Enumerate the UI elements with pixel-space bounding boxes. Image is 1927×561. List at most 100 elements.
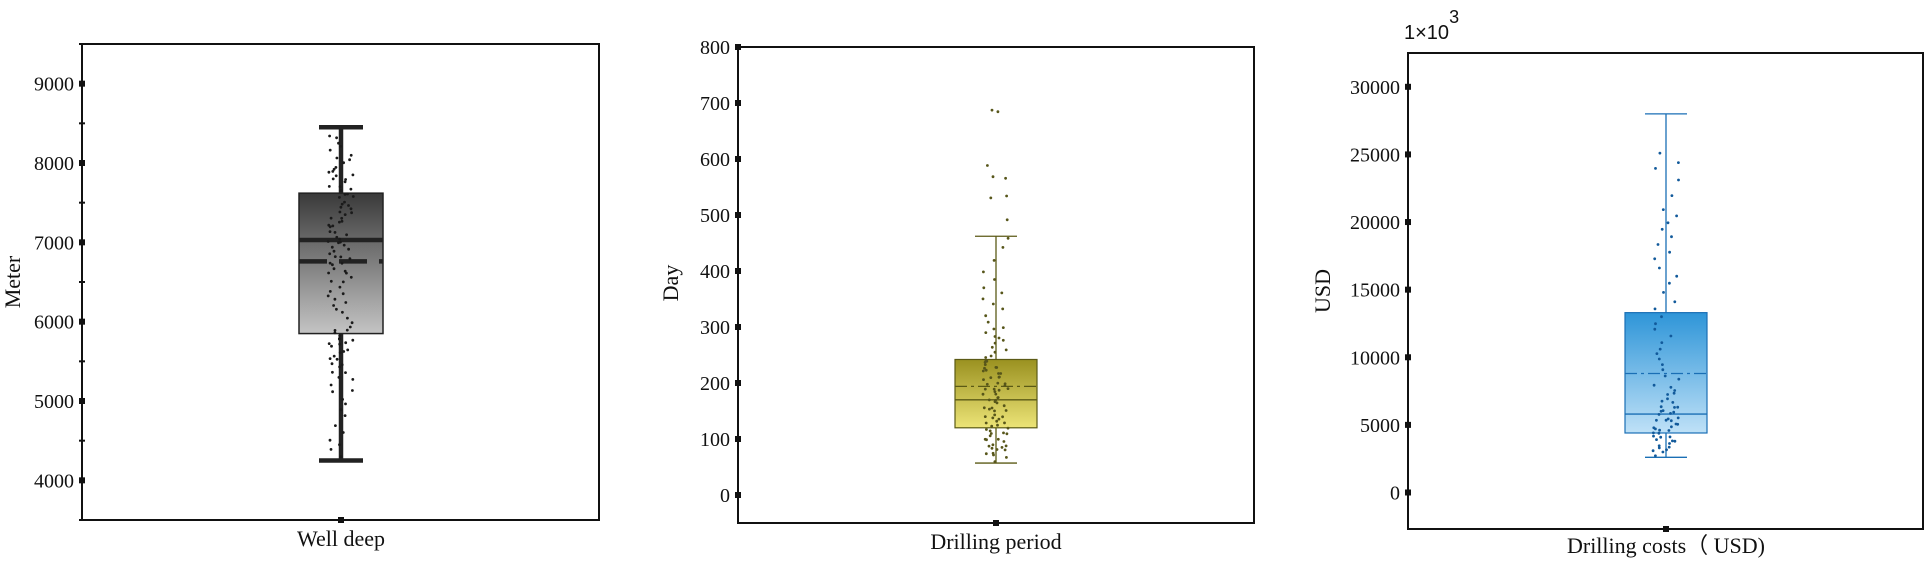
data-point <box>988 407 991 411</box>
y-tick-mark <box>735 212 741 218</box>
data-point <box>1654 454 1657 458</box>
data-point <box>339 145 342 148</box>
data-point <box>984 356 988 359</box>
data-point <box>996 423 999 427</box>
data-point <box>997 336 1001 340</box>
data-point <box>996 396 1000 399</box>
y-tick-label: 25000 <box>1350 144 1400 166</box>
data-point <box>1661 208 1665 212</box>
data-point <box>1675 274 1679 278</box>
data-point <box>1668 281 1671 285</box>
data-point <box>350 321 354 325</box>
x-category-label: Drilling period <box>930 529 1061 554</box>
data-point <box>333 331 337 335</box>
data-point <box>983 415 987 418</box>
data-point <box>1677 178 1680 182</box>
data-point <box>332 267 336 271</box>
data-point <box>340 363 344 367</box>
data-point <box>1657 431 1661 435</box>
data-point <box>1658 266 1661 270</box>
data-point <box>1655 352 1659 355</box>
data-point <box>326 240 330 243</box>
data-point <box>342 161 345 165</box>
data-point <box>335 136 338 140</box>
data-point <box>983 363 987 366</box>
data-point <box>1672 391 1676 395</box>
data-point <box>1670 235 1673 239</box>
data-point <box>327 271 330 275</box>
data-point <box>338 285 342 289</box>
data-point <box>1006 387 1010 390</box>
data-point <box>1672 410 1676 414</box>
data-point <box>334 174 338 178</box>
data-point <box>1669 412 1672 415</box>
data-point <box>328 252 332 256</box>
data-point <box>1657 413 1661 416</box>
data-point <box>330 344 333 348</box>
data-point <box>340 261 344 265</box>
data-point <box>338 342 342 346</box>
data-point <box>327 185 331 188</box>
data-point <box>1660 315 1663 319</box>
data-point <box>993 409 996 413</box>
data-point <box>343 414 347 417</box>
chart-marks: 4000 5000 6000 7000 8000 9000 <box>34 43 384 523</box>
data-point <box>344 371 347 374</box>
data-point <box>1001 338 1005 342</box>
data-point <box>351 389 354 392</box>
data-point <box>1668 250 1671 254</box>
y-tick-label: 100 <box>700 429 730 451</box>
data-point <box>1677 161 1680 165</box>
data-point <box>1655 438 1658 441</box>
data-point <box>1003 421 1006 425</box>
chart-panel-drilling-costs: USD Drilling costs（ USD) 1×103 0 5000 1000… <box>1310 7 1924 558</box>
axis-multiplier-base: 1×10 <box>1404 22 1449 44</box>
data-point <box>981 369 985 373</box>
y-tick-mark <box>79 239 85 246</box>
data-point <box>1001 307 1005 311</box>
y-tick-label: 200 <box>700 373 730 395</box>
data-point <box>344 341 348 345</box>
data-point <box>351 378 355 381</box>
y-tick-label: 8000 <box>34 153 74 175</box>
y-axis-title: Meter <box>0 255 25 308</box>
data-point <box>1666 417 1670 421</box>
data-point <box>332 249 336 253</box>
data-point <box>1001 326 1005 329</box>
data-point <box>990 345 994 349</box>
data-point <box>333 297 337 301</box>
x-tick-mark <box>1663 526 1669 532</box>
data-point <box>338 220 341 224</box>
data-point <box>341 310 344 314</box>
data-point <box>982 270 985 274</box>
data-point <box>344 301 348 304</box>
data-point <box>343 213 347 217</box>
data-point <box>1661 363 1664 366</box>
data-point <box>338 337 341 340</box>
data-point <box>1004 348 1008 352</box>
data-point <box>1673 406 1676 409</box>
data-point <box>1668 435 1672 439</box>
data-point <box>338 334 342 338</box>
data-point <box>984 331 988 334</box>
y-tick-label: 15000 <box>1350 280 1400 302</box>
data-point <box>348 325 352 329</box>
data-point <box>984 368 988 372</box>
data-point <box>986 320 990 324</box>
data-point <box>328 290 332 293</box>
data-point <box>1657 357 1661 361</box>
data-point <box>982 286 986 290</box>
data-point <box>328 357 332 360</box>
data-point <box>351 173 355 177</box>
data-point <box>1002 431 1005 435</box>
data-point <box>987 398 991 402</box>
data-point <box>331 224 335 228</box>
data-point <box>991 175 995 179</box>
data-point <box>338 365 341 369</box>
data-point <box>988 434 992 438</box>
data-point <box>1001 246 1005 249</box>
data-point <box>983 366 986 370</box>
data-point <box>985 428 988 431</box>
data-point <box>991 302 995 306</box>
data-point <box>1668 442 1671 445</box>
